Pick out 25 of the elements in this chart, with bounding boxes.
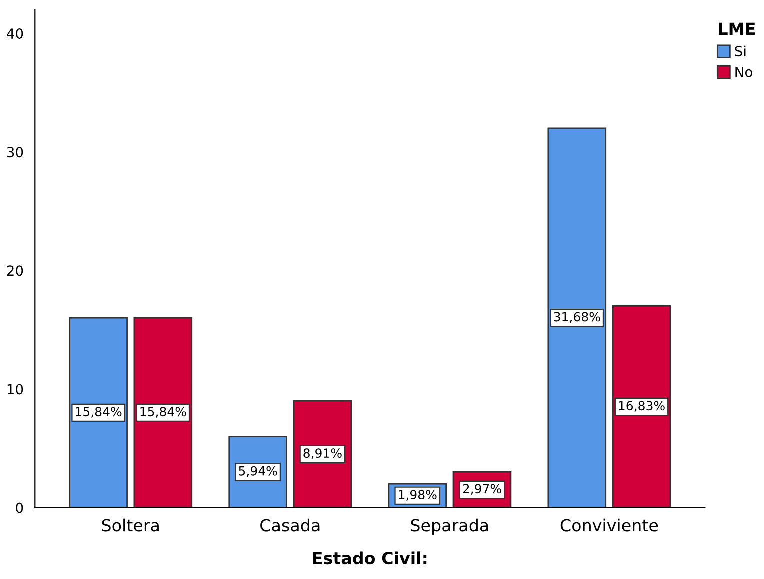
x-tick-label: Separada bbox=[411, 518, 488, 536]
x-tick-label: Conviviente bbox=[560, 518, 658, 532]
annotation: 16,83% bbox=[619, 401, 665, 412]
y-tick-label: 20 bbox=[7, 266, 24, 276]
x-tick-label: Casada bbox=[260, 518, 320, 532]
legend-label: Si bbox=[735, 46, 746, 57]
x-axis-title: Estado Civil: bbox=[313, 552, 427, 565]
legend-title: LME bbox=[719, 22, 756, 36]
bar bbox=[612, 306, 672, 508]
x-tick-label: Soltera bbox=[102, 518, 159, 532]
bar bbox=[69, 317, 128, 508]
annotation: 15,84% bbox=[76, 407, 122, 418]
annotation: 15,84% bbox=[140, 407, 186, 418]
annotation: 2,97% bbox=[463, 484, 502, 495]
annotation: 1,98% bbox=[399, 490, 437, 501]
bar bbox=[548, 128, 607, 508]
y-tick-label: 40 bbox=[7, 28, 24, 40]
y-tick-label: 0 bbox=[16, 502, 24, 514]
bar bbox=[134, 317, 193, 508]
y-tick-label: 30 bbox=[7, 147, 24, 158]
legend-label: No bbox=[736, 67, 752, 78]
annotation: 5,94% bbox=[239, 466, 278, 478]
annotation: 31,68% bbox=[554, 312, 600, 323]
annotation: 8,91% bbox=[304, 448, 342, 460]
y-tick-label: 10 bbox=[8, 384, 24, 395]
